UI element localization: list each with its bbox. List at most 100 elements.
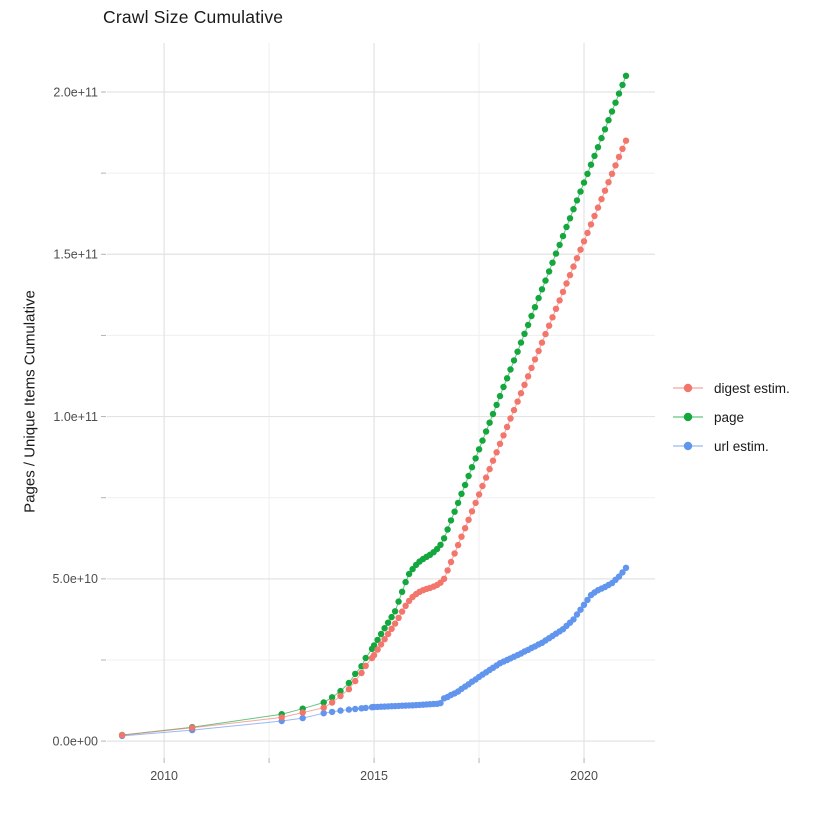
data-point — [458, 533, 465, 540]
data-point — [398, 608, 406, 615]
data-point — [591, 212, 598, 220]
data-point — [384, 619, 392, 626]
data-point — [615, 90, 623, 97]
data-point — [545, 322, 553, 329]
data-point — [563, 223, 570, 231]
data-point — [437, 541, 444, 548]
chart-title: Crawl Size Cumulative — [103, 7, 284, 27]
series-url-estim — [118, 564, 630, 740]
data-point — [615, 153, 623, 161]
data-point — [612, 162, 619, 169]
data-point — [370, 651, 378, 659]
data-point — [458, 490, 465, 497]
data-point — [500, 432, 507, 439]
data-point — [542, 277, 549, 284]
data-point — [517, 339, 525, 346]
data-point — [591, 152, 598, 160]
data-point — [552, 305, 560, 312]
x-tick-label: 2020 — [570, 769, 598, 783]
data-point — [299, 714, 306, 722]
data-point — [601, 126, 609, 133]
data-point — [524, 321, 532, 329]
data-point — [381, 625, 388, 632]
data-point — [496, 392, 504, 400]
data-point — [570, 616, 577, 623]
data-point — [577, 246, 584, 253]
data-point — [493, 449, 500, 456]
data-point — [320, 704, 327, 711]
data-point — [299, 709, 306, 716]
data-point — [345, 686, 353, 693]
data-point — [584, 229, 591, 237]
data-point — [521, 330, 528, 337]
series-page — [118, 72, 630, 739]
legend-label-url-estim: url estim. — [714, 438, 769, 454]
data-point — [337, 692, 344, 700]
data-point — [328, 708, 336, 716]
data-point — [454, 499, 462, 507]
data-point — [608, 170, 616, 177]
major-gridlines — [107, 43, 655, 758]
data-point — [374, 636, 381, 644]
data-point — [545, 268, 553, 275]
data-point — [622, 72, 630, 80]
data-point — [538, 286, 546, 293]
data-point — [556, 241, 563, 249]
data-point — [510, 357, 518, 364]
data-point — [524, 373, 532, 380]
data-point — [573, 255, 581, 262]
data-point — [391, 620, 399, 627]
data-point — [489, 457, 497, 464]
data-point — [479, 437, 486, 444]
data-point — [337, 687, 344, 695]
data-point — [566, 271, 574, 279]
data-point — [395, 598, 402, 605]
data-point — [482, 474, 490, 481]
data-point — [405, 570, 413, 578]
legend-key-digest-estim-icon — [673, 383, 703, 393]
legend-item-digest-estim: digest estim. — [672, 378, 790, 398]
data-point — [594, 144, 602, 151]
data-point — [535, 294, 542, 302]
data-point — [503, 423, 511, 431]
data-point — [440, 575, 448, 582]
data-point — [531, 356, 539, 363]
data-point — [601, 187, 609, 194]
legend-label-page: page — [714, 409, 745, 425]
data-point — [352, 677, 359, 685]
y-tick-label: 1.0e+11 — [53, 410, 98, 424]
data-point — [605, 179, 612, 186]
data-point — [535, 347, 542, 355]
data-point — [391, 608, 399, 615]
data-point — [559, 232, 567, 240]
data-point — [507, 366, 514, 373]
data-point — [398, 588, 406, 595]
data-point — [472, 455, 479, 462]
data-point — [489, 410, 497, 418]
y-tick-label: 1.5e+11 — [53, 248, 98, 262]
x-tick-label: 2010 — [150, 769, 178, 783]
data-point — [584, 596, 591, 604]
y-tick-label: 0.0e+00 — [52, 734, 98, 748]
data-point — [528, 312, 535, 320]
data-point — [580, 179, 588, 186]
data-point — [538, 339, 546, 346]
data-point — [577, 188, 584, 195]
data-point — [549, 259, 556, 266]
y-tick-label: 2.0e+11 — [53, 85, 98, 99]
data-point — [598, 134, 605, 142]
data-point — [118, 731, 126, 739]
data-point — [605, 117, 612, 124]
data-point — [377, 630, 385, 638]
data-point — [622, 564, 630, 571]
legend-label-digest-estim: digest estim. — [714, 380, 790, 396]
data-point — [528, 364, 535, 372]
axis-ticks — [101, 91, 585, 763]
data-point — [587, 161, 595, 168]
series-digest-estim — [118, 137, 630, 739]
y-tick-labels: 0.0e+00 5.0e+10 1.0e+11 1.5e+11 2.0e+11 — [52, 85, 98, 748]
data-point — [444, 526, 451, 533]
data-point — [563, 280, 570, 287]
data-point — [352, 670, 359, 678]
